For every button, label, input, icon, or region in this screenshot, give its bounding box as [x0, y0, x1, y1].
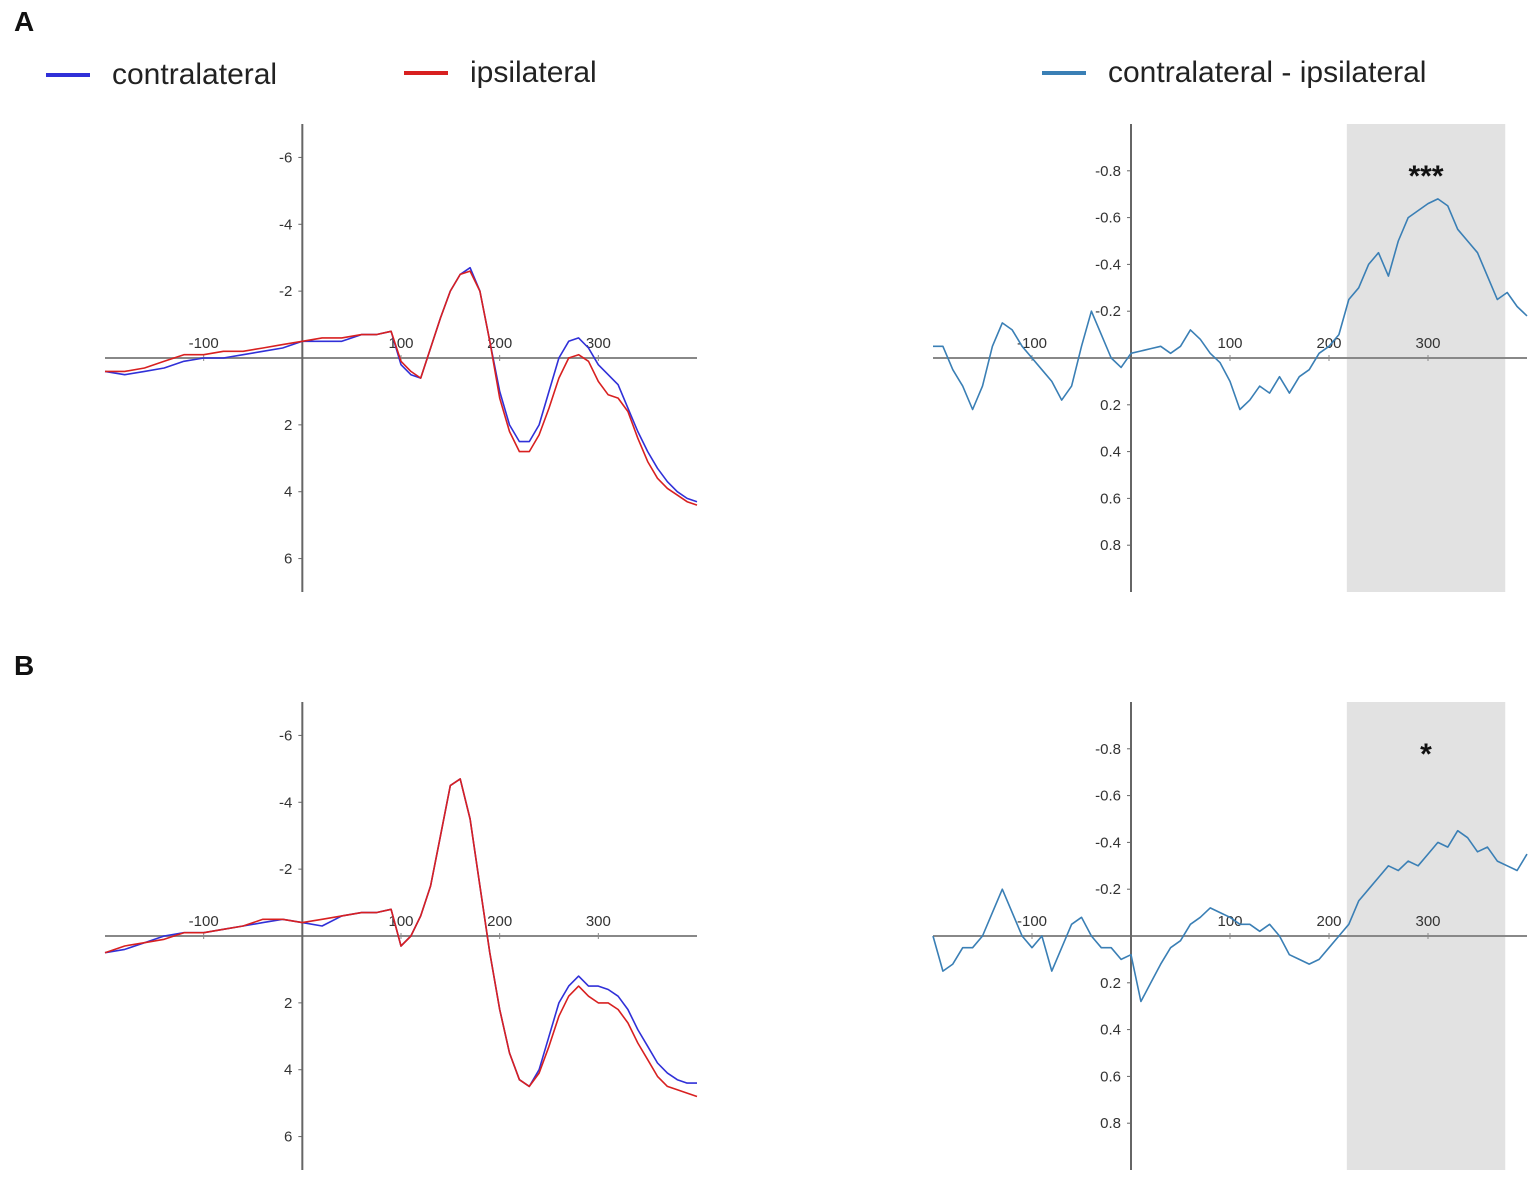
x-tick-label: 300: [1415, 913, 1440, 930]
y-tick-label: -0.8: [1095, 741, 1121, 758]
y-tick-label: 0.8: [1100, 537, 1121, 554]
panel-label-a: A: [14, 6, 35, 37]
y-tick-label: 0.6: [1100, 490, 1121, 507]
x-tick-label: -100: [189, 913, 219, 930]
y-tick-label: 0.8: [1100, 1115, 1121, 1132]
y-tick-label: 0.4: [1100, 1022, 1121, 1039]
y-tick-label: -2: [279, 861, 292, 878]
y-tick-label: 0.4: [1100, 444, 1121, 461]
x-tick-label: 100: [388, 335, 413, 352]
y-tick-label: 4: [284, 484, 292, 501]
y-tick-label: 2: [284, 417, 292, 434]
x-tick-label: 200: [1316, 913, 1341, 930]
legend-swatch-ipsilateral: [404, 71, 448, 75]
series-line-ipsilateral: [104, 778, 698, 1098]
y-tick-label: -4: [279, 216, 292, 233]
x-tick-label: 300: [1415, 335, 1440, 352]
x-tick-label: 100: [1217, 335, 1242, 352]
legend-item-contralateral: contralateral: [46, 58, 277, 92]
legend-item-difference: contralateral - ipsilateral: [1042, 56, 1426, 90]
x-tick-label: -100: [1017, 913, 1047, 930]
chart-a-erp: -100 100 200 300 -6 -4 -2 2 4 6: [104, 124, 698, 592]
significance-label: *: [1420, 738, 1432, 771]
y-tick-label: -0.2: [1095, 881, 1121, 898]
y-tick-label: 4: [284, 1062, 292, 1079]
y-tick-label: 2: [284, 995, 292, 1012]
y-tick-label: 6: [284, 1129, 292, 1146]
y-tick-label: -0.6: [1095, 210, 1121, 227]
x-tick-label: 300: [586, 335, 611, 352]
y-tick-label: 0.6: [1100, 1068, 1121, 1085]
series-line-contralateral: [104, 266, 698, 503]
x-tick-label: -100: [1017, 335, 1047, 352]
y-tick-label: 0.2: [1100, 975, 1121, 992]
y-tick-label: -0.2: [1095, 303, 1121, 320]
y-tick-label: -0.6: [1095, 788, 1121, 805]
y-tick-label: -0.4: [1095, 256, 1121, 273]
x-tick-label: 200: [487, 335, 512, 352]
panel-label-b: B: [14, 650, 35, 681]
legend-label-contralateral: contralateral: [112, 58, 278, 91]
legend-swatch-contralateral: [46, 73, 90, 77]
legend-label-difference: contralateral - ipsilateral: [1108, 56, 1427, 89]
chart-a-difference: *** -100 100 200 300 -0.8 -0.6 -0.4 -0.2 0.2 0.4 0.…: [933, 124, 1528, 592]
significance-label: ***: [1409, 160, 1444, 193]
chart-b-difference: * -100 100 200 300 -0.8 -0.6 -0.4 -0.2 0.2 0.4 0.6 0…: [932, 702, 1528, 1170]
x-tick-label: -100: [189, 335, 219, 352]
y-tick-label: -0.8: [1095, 163, 1121, 180]
legend-item-ipsilateral: ipsilateral: [404, 56, 597, 90]
y-tick-label: 6: [284, 551, 292, 568]
y-tick-label: -6: [279, 727, 292, 744]
x-tick-label: 300: [586, 913, 611, 930]
x-tick-label: 200: [487, 913, 512, 930]
y-tick-label: -6: [279, 149, 292, 166]
y-tick-label: 0.2: [1100, 397, 1121, 414]
legend-label-ipsilateral: ipsilateral: [470, 56, 597, 89]
x-tick-label: 100: [1217, 913, 1242, 930]
y-tick-label: -0.4: [1095, 834, 1121, 851]
y-tick-label: -4: [279, 794, 292, 811]
series-line-ipsilateral: [105, 270, 698, 506]
y-tick-label: -2: [279, 283, 292, 300]
series-line-contralateral-ipsilateral: [932, 829, 1528, 1003]
series-line-contralateral-ipsilateral: [933, 198, 1528, 411]
legend-swatch-difference: [1042, 71, 1086, 75]
x-tick-label: 200: [1316, 335, 1341, 352]
